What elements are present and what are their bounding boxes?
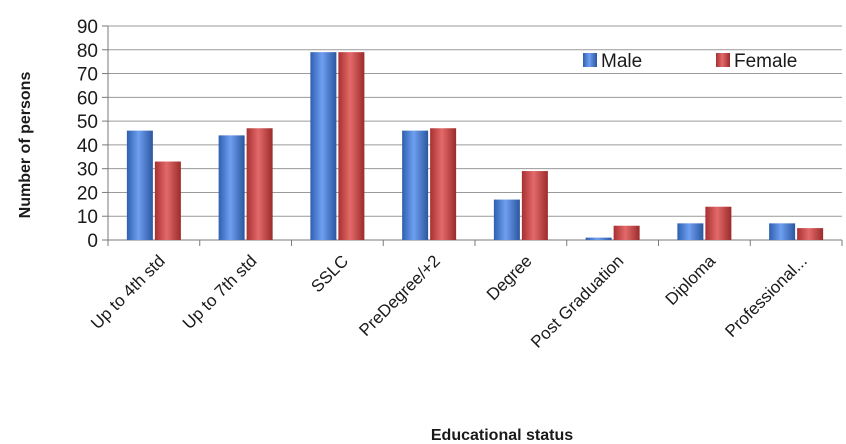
x-tick-label: Up to 7th std: [179, 251, 261, 333]
bar-male-6: [585, 237, 612, 240]
x-tick-label: Up to 4th std: [87, 251, 169, 333]
bar-female-5: [521, 171, 548, 240]
bar-male-7: [677, 223, 704, 240]
bars: [126, 52, 824, 241]
y-tick-label: 90: [77, 17, 98, 38]
bar-male-8: [769, 223, 796, 240]
legend-swatch-female: [716, 53, 730, 67]
x-tick-label: Post Graduation: [527, 251, 627, 351]
bar-female-3: [338, 52, 365, 241]
bar-female-4: [430, 128, 457, 240]
bar-male-4: [402, 130, 429, 240]
bar-female-8: [797, 228, 824, 240]
bar-female-6: [613, 225, 640, 240]
x-tick-label: Professional...: [721, 251, 811, 341]
axes: [107, 26, 843, 246]
x-tick-labels: Up to 4th std Up to 7th std SSLC PreDegree/…: [87, 251, 811, 352]
y-tick-label: 80: [77, 41, 98, 62]
bar-male-2: [218, 135, 245, 240]
x-tick-label: Diploma: [662, 251, 720, 309]
y-axis-label: Number of persons: [17, 72, 34, 219]
y-tick-label: 10: [77, 207, 98, 228]
legend-label-male: Male: [601, 51, 642, 72]
legend: Male Female: [583, 51, 797, 72]
y-tick-label: 20: [77, 183, 98, 204]
legend-swatch-male: [583, 53, 597, 67]
bar-female-1: [154, 161, 181, 240]
y-tick-label: 30: [77, 160, 98, 181]
bar-female-2: [246, 128, 273, 240]
bar-male-3: [310, 52, 337, 241]
y-tick-label: 50: [77, 112, 98, 133]
legend-label-female: Female: [734, 51, 797, 72]
y-tick-label: 60: [77, 88, 98, 109]
x-axis-label: Educational status: [431, 427, 573, 444]
x-tick-label: SSLC: [307, 251, 352, 296]
y-tick-label: 40: [77, 136, 98, 157]
x-tick-label: PreDegree/+2: [355, 251, 444, 340]
y-tick-label: 70: [77, 65, 98, 86]
x-tick-label: Degree: [483, 251, 536, 304]
y-tick-label: 0: [87, 231, 98, 252]
bar-female-7: [705, 206, 732, 240]
bar-male-1: [126, 130, 153, 240]
bar-male-5: [493, 199, 520, 240]
